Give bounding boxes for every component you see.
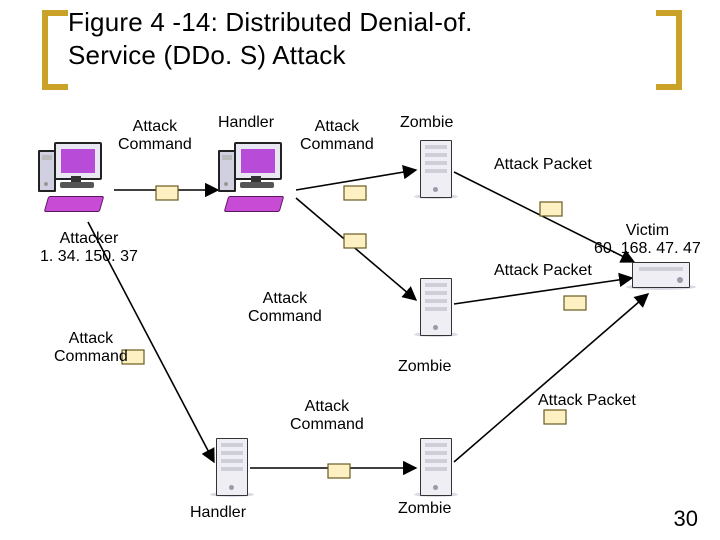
diagram-arrows [0,0,720,540]
page-number: 30 [674,506,698,532]
edge-label: AttackCommand [300,118,374,155]
edge-label: AttackCommand [54,330,128,367]
node-label-attacker: Attacker1. 34. 150. 37 [40,230,138,267]
node-handler1 [218,142,296,212]
edge-label: AttackCommand [248,290,322,327]
node-label-zombie1: Zombie [400,114,453,132]
edge-label: AttackCommand [290,398,364,435]
edge-label: Attack Packet [538,392,636,410]
edge-label: AttackCommand [118,118,192,155]
node-label-zombie2: Zombie [398,358,451,376]
slide: Figure 4 -14: Distributed Denial-of.Serv… [0,0,720,540]
node-label-handler2: Handler [190,504,246,522]
node-label-handler1: Handler [218,114,274,132]
node-label-victim: Victim60. 168. 47. 47 [594,222,701,259]
node-label-zombie3: Zombie [398,500,451,518]
node-attacker [38,142,116,212]
edge-label: Attack Packet [494,262,592,280]
edge-label: Attack Packet [494,156,592,174]
